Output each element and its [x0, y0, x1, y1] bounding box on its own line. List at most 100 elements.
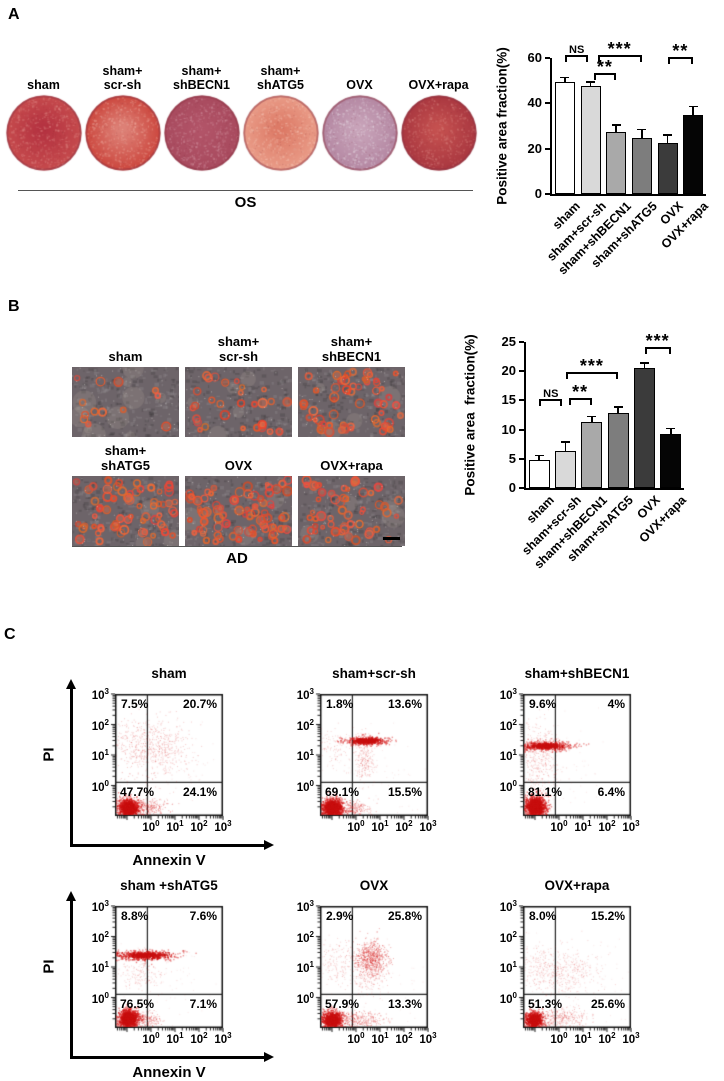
flow-y-tick-label: 100 — [499, 990, 517, 1006]
microscopy-image — [298, 367, 405, 437]
significance-label: ** — [672, 40, 689, 61]
flow-scatter-plot — [313, 905, 429, 1035]
flow-x-tick-label: 103 — [214, 819, 232, 834]
error-bar — [617, 406, 619, 414]
error-bar-cap — [560, 76, 570, 79]
culture-dish-image — [320, 94, 399, 172]
quadrant-percentage-ul: 9.6% — [529, 697, 557, 711]
y-axis-tick-mark — [519, 370, 524, 373]
y-axis-tick-label: 15 — [501, 392, 516, 408]
culture-dish-image — [4, 94, 83, 172]
microscopy-tile-group: OVX+rapa — [298, 437, 405, 546]
bracket-end — [565, 374, 568, 380]
quadrant-percentage-ll: 57.9% — [325, 997, 360, 1011]
flow-y-tick-label: 103 — [296, 687, 314, 702]
flow-scatter-plot — [313, 693, 429, 823]
quadrant-percentage-lr: 24.1% — [182, 785, 217, 799]
y-axis-tick-mark — [519, 487, 524, 489]
flow-x-tick-label: 102 — [395, 1031, 413, 1046]
flow-x-tick-label: 100 — [550, 819, 568, 834]
bar — [581, 422, 603, 488]
panel-b-chart-ylabel: Positive area fraction(%) — [462, 334, 478, 496]
microscopy-tile-group: sham — [72, 318, 179, 437]
flow-x-tick-label: 100 — [142, 819, 160, 834]
flow-plot-title: OVX+rapa — [544, 878, 610, 893]
flow-plot-title: sham+shBECN1 — [524, 666, 630, 681]
flow-x-tick-label: 101 — [166, 819, 184, 834]
quadrant-percentage-ll: 81.1% — [528, 785, 563, 799]
quadrant-percentage-ll: 47.7% — [120, 785, 155, 799]
quadrant-percentage-ur: 15.2% — [590, 909, 625, 923]
flow-y-tick-label: 103 — [91, 899, 109, 914]
pi-axis-arrow — [70, 900, 73, 1059]
panel-b-chart: Positive area fraction(%) sham sham+scr-s… — [452, 316, 724, 592]
bracket-end — [616, 374, 619, 380]
flow-x-tick-label: 101 — [574, 1031, 592, 1046]
flow-x-tick-label: 103 — [419, 819, 437, 834]
flow-x-tick-label: 101 — [574, 819, 592, 834]
error-bar — [615, 124, 617, 132]
pi-axis-label: PI — [40, 747, 58, 762]
panel-a-chart-plot: sham sham+scr-sh sham+shBECN1 sham+shATG5 OV… — [544, 40, 711, 278]
bracket-end — [589, 400, 592, 406]
error-bar-cap — [586, 81, 595, 83]
quadrant-percentage-lr: 7.1% — [189, 997, 217, 1011]
flow-x-tick-label: 102 — [395, 819, 413, 834]
quadrant-percentage-lr: 6.4% — [597, 785, 625, 799]
significance-bracket: ** — [667, 42, 694, 64]
y-axis-tick-label: 60 — [527, 50, 542, 65]
bar — [554, 81, 575, 194]
quadrant-percentage-ur: 25.8% — [387, 909, 422, 923]
bracket-end — [668, 348, 671, 354]
flow-x-tick-label: 102 — [190, 1031, 208, 1046]
error-bar-cap — [613, 406, 623, 408]
bracket-end — [667, 58, 670, 64]
quadrant-percentage-ll: 51.3% — [528, 997, 563, 1011]
flow-y-tick-label: 101 — [296, 960, 314, 975]
flow-y-tick-label: 100 — [91, 990, 109, 1006]
y-axis-tick-label: 10 — [501, 421, 516, 437]
error-bar-cap — [534, 454, 544, 457]
ad-label: AD — [226, 550, 248, 567]
dish-group-label: sham+ shBECN1 — [173, 64, 230, 92]
flow-x-tick-label: 103 — [622, 1031, 640, 1046]
bar — [660, 433, 682, 488]
error-bar-cap — [640, 362, 649, 365]
microscopy-tile-label: OVX — [224, 457, 253, 473]
y-axis-tick-label: 0 — [508, 480, 516, 495]
dish-group-label: sham+ shATG5 — [257, 64, 304, 92]
dish-group-label: sham+ scr-sh — [102, 64, 143, 92]
significance-label: *** — [645, 330, 670, 351]
bar — [580, 86, 601, 194]
microscopy-tile-label: OVX+rapa — [320, 457, 383, 473]
culture-dish-image — [83, 94, 162, 172]
flow-y-tick-label: 102 — [296, 717, 314, 733]
scale-bar — [383, 536, 400, 540]
significance-label: ** — [572, 382, 589, 403]
annexin-axis-label: Annexin V — [132, 852, 206, 869]
flow-x-tick-label: 103 — [622, 819, 640, 834]
flow-y-tick-label: 101 — [499, 748, 517, 763]
error-bar-cap — [611, 124, 621, 126]
significance-bracket: ** — [568, 383, 592, 406]
error-bar — [564, 76, 566, 82]
microscopy-image — [185, 476, 292, 546]
dish-group: sham+ shBECN1 — [162, 50, 241, 172]
bar — [634, 367, 655, 488]
y-axis-tick-label: 25 — [501, 334, 516, 349]
quadrant-percentage-ul: 8.8% — [121, 909, 149, 923]
bracket-end — [568, 400, 571, 406]
flow-y-tick-label: 101 — [499, 960, 517, 975]
significance-bracket: NS — [539, 389, 563, 407]
microscopy-tile-group: OVX — [185, 437, 292, 546]
culture-dish-image — [162, 94, 241, 172]
error-bar — [670, 427, 672, 434]
microscopy-image — [72, 476, 179, 546]
panel-a-chart-ylabel: Positive area fraction(%) — [494, 47, 510, 205]
y-axis-tick-mark — [545, 147, 550, 150]
flow-y-tick-label: 101 — [296, 748, 314, 763]
dish-row: sham sham+ scr-sh sham+ shBECN1 sham+ shATG… — [4, 50, 482, 172]
quadrant-percentage-ul: 1.8% — [326, 697, 354, 711]
bracket-end — [644, 348, 647, 354]
